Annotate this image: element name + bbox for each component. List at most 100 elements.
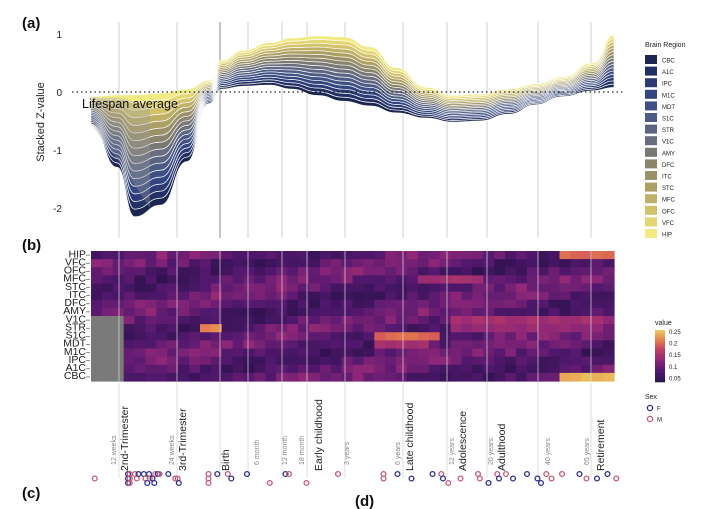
heat-cell [581,251,593,260]
heat-cell [145,364,157,374]
heat-cell [483,332,495,341]
heat-cell [178,299,190,309]
panel-b-row-labels: HIPVFCOFCMFCSTCITCDFCAMYV1CSTRS1CMDTM1CI… [63,248,90,382]
panel-a-layers [90,34,615,218]
heat-cell [210,324,223,333]
heat-cell [189,356,201,366]
heat-cell [472,356,484,366]
legend-swatch-ofc [645,205,657,215]
heat-cell [156,299,168,309]
panel-b-cells [91,251,615,382]
heat-cell [374,348,386,358]
heat-cell [537,267,550,276]
legend-swatch-cbc [645,55,657,64]
heat-cell [494,364,506,374]
heat-cell [145,299,157,309]
heat-cell [91,291,103,301]
heat-cell [494,332,506,341]
row-label-str: STR [65,322,86,334]
row-label-amy: AMY [63,305,86,317]
heat-cell [548,251,561,260]
sample-dot-f [523,470,531,478]
heat-cell [221,356,234,366]
heat-cell [374,332,386,341]
heat-cell [134,275,147,285]
heat-cell [254,283,266,293]
heat-cell [581,356,593,366]
heat-cell [363,348,375,358]
heat-cell [526,307,539,317]
heat-cell [352,356,364,366]
heat-cell [570,348,582,358]
heat-cell [363,259,375,268]
heat-cell [505,291,517,301]
heat-cell [352,324,364,333]
heat-cell [450,348,463,358]
sample-dot-m [266,479,273,487]
sample-dot-m [156,470,163,478]
heat-cell [537,356,550,366]
heat-cell [450,340,463,350]
heat-cell [374,259,386,268]
sample-dot-f [593,475,601,482]
heat-cell [319,340,332,350]
heat-cell [91,340,103,350]
heat-cell [189,348,201,358]
heat-cell [199,275,212,285]
heat-cell [396,283,408,293]
heat-cell [308,356,321,366]
heat-cell [232,275,245,285]
heat-cell [287,324,299,333]
heat-cell [199,348,212,358]
heat-cell [232,299,245,309]
heat-cell [134,348,147,358]
heat-cell [559,340,572,350]
event-label: Retirement [595,420,607,471]
heat-cell [406,251,419,260]
heat-cell [210,307,223,317]
heat-cell [298,291,310,301]
colorbar-step [655,354,665,357]
heat-cell [385,356,397,366]
heat-cell [385,283,397,293]
heat-cell [363,324,375,333]
heat-cell [592,275,604,285]
heat-cell [287,307,299,317]
heat-cell [352,267,364,276]
heat-cell [450,307,463,317]
heat-cell [156,364,168,374]
heat-cell [156,275,168,285]
heat-cell [91,324,103,333]
heat-cell [232,316,245,325]
heat-cell [461,372,473,382]
heat-cell [319,356,332,366]
heat-cell [559,259,572,268]
heat-cell [537,291,550,301]
heat-cell [178,291,190,301]
heat-cell [330,364,343,374]
event-label: 12 years [449,438,456,465]
heat-cell [374,299,386,309]
sample-dot-m [126,479,133,487]
heat-cell [123,372,136,382]
heat-cell [145,291,157,301]
heat-cell [112,356,125,366]
heat-cell [428,283,441,293]
row-label-stc: STC [65,281,86,293]
heat-cell [101,259,114,268]
heat-cell [472,275,484,285]
colorbar-step [655,330,665,332]
heat-cell [592,251,604,260]
heat-cell [417,340,430,350]
heat-cell [123,299,136,309]
colorbar-step [655,350,665,353]
heat-cell [483,307,495,317]
heat-cell [428,332,441,341]
heat-cell [592,356,604,366]
heat-cell [341,348,354,358]
heat-cell [91,316,103,325]
heat-cell [199,259,212,268]
heat-cell [341,316,354,325]
heat-cell [112,291,125,301]
heat-cell [199,332,212,341]
